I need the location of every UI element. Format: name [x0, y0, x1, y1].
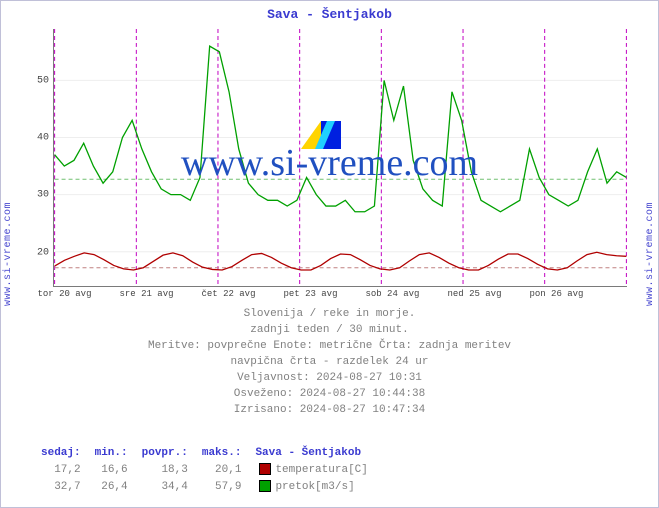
ylabel-right: www.si-vreme.com [645, 202, 656, 306]
chart-title: Sava - Šentjakob [1, 7, 658, 22]
stats-station: Sava - Šentjakob [255, 445, 381, 461]
xtick-label: ned 25 avg [447, 289, 501, 299]
plot-area [53, 29, 627, 287]
info-line: zadnji teden / 30 minut. [1, 323, 658, 339]
stat-min: 26,4 [95, 478, 142, 495]
ylabel-left: www.si-vreme.com [3, 202, 14, 306]
stats-header-row: sedaj: min.: povpr.: maks.: Sava - Šentj… [41, 445, 382, 461]
xtick-label: pon 26 avg [529, 289, 583, 299]
stats-header-avg: povpr.: [142, 445, 202, 461]
stat-avg: 34,4 [142, 478, 202, 495]
swatch-icon [259, 463, 271, 475]
stat-now: 32,7 [41, 478, 95, 495]
stat-max: 57,9 [202, 478, 256, 495]
stats-row: 17,2 16,6 18,3 20,1 temperatura[C] [41, 461, 382, 478]
info-line: Veljavnost: 2024-08-27 10:31 [1, 371, 658, 387]
stats-table: sedaj: min.: povpr.: maks.: Sava - Šentj… [41, 445, 382, 495]
ytick-label: 20 [33, 247, 49, 258]
watermark-logo [301, 121, 341, 149]
stat-min: 16,6 [95, 461, 142, 478]
xtick-label: pet 23 avg [283, 289, 337, 299]
xtick-label: sob 24 avg [365, 289, 419, 299]
stat-max: 20,1 [202, 461, 256, 478]
info-line: Osveženo: 2024-08-27 10:44:38 [1, 387, 658, 403]
stats-row: 32,7 26,4 34,4 57,9 pretok[m3/s] [41, 478, 382, 495]
stat-avg: 18,3 [142, 461, 202, 478]
info-block: Slovenija / reke in morje. zadnji teden … [1, 307, 658, 419]
info-line: navpična črta - razdelek 24 ur [1, 355, 658, 371]
stat-now: 17,2 [41, 461, 95, 478]
xtick-label: čet 22 avg [201, 289, 255, 299]
ytick-label: 40 [33, 132, 49, 143]
series-label-text: pretok[m3/s] [275, 481, 354, 493]
swatch-icon [259, 480, 271, 492]
series-label-text: temperatura[C] [275, 464, 367, 476]
stats-header-now: sedaj: [41, 445, 95, 461]
info-line: Slovenija / reke in morje. [1, 307, 658, 323]
stats-header-max: maks.: [202, 445, 256, 461]
info-line: Meritve: povprečne Enote: metrične Črta:… [1, 339, 658, 355]
ytick-label: 30 [33, 190, 49, 201]
stat-series: pretok[m3/s] [255, 478, 381, 495]
xtick-label: sre 21 avg [119, 289, 173, 299]
xtick-label: tor 20 avg [37, 289, 91, 299]
info-line: Izrisano: 2024-08-27 10:47:34 [1, 403, 658, 419]
stat-series: temperatura[C] [255, 461, 381, 478]
ytick-label: 50 [33, 75, 49, 86]
chart-container: www.si-vreme.com www.si-vreme.com Sava -… [0, 0, 659, 508]
stats-header-min: min.: [95, 445, 142, 461]
